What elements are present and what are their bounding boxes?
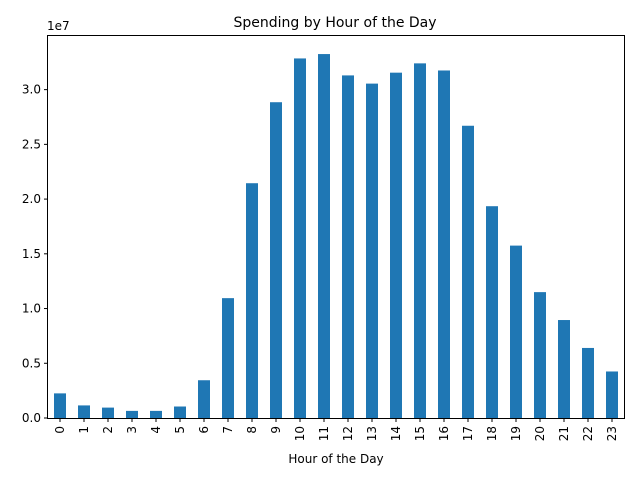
bar-hour-2 [102,407,114,418]
x-tick-label: 22 [581,426,595,441]
x-tick-label: 2 [101,426,115,434]
y-tick-label: 0.5 [22,356,41,370]
x-tick-label: 14 [389,426,403,441]
y-tick-label: 3.0 [22,83,41,97]
bar-hour-20 [534,292,546,418]
x-tick-label: 5 [173,426,187,434]
bar-hour-0 [54,393,66,418]
chart-title: Spending by Hour of the Day [233,15,436,31]
x-tick-label: 1 [77,426,91,434]
bar-hour-19 [510,245,522,418]
x-tick-label: 18 [485,426,499,441]
bar-hour-1 [78,405,90,418]
x-tick-label: 17 [461,426,475,441]
bar-hour-11 [318,54,330,418]
x-axis-label: Hour of the Day [288,452,383,466]
bar-hour-16 [438,70,450,418]
y-tick-label: 2.0 [22,192,41,206]
x-tick-label: 8 [245,426,259,434]
bar-hour-9 [270,102,282,418]
bar-hour-5 [174,406,186,418]
x-tick-label: 4 [149,426,163,434]
x-tick-label: 19 [509,426,523,441]
bar-hour-10 [294,58,306,419]
bar-hour-6 [198,380,210,418]
x-tick-label: 12 [341,426,355,441]
bar-hour-22 [582,347,594,418]
x-tick-label: 11 [317,426,331,441]
bar-hour-14 [390,72,402,418]
x-tick-label: 21 [557,426,571,441]
x-tick-label: 10 [293,426,307,441]
y-tick-label: 1.0 [22,302,41,316]
bar-hour-13 [366,83,378,418]
y-tick-label: 2.5 [22,137,41,151]
x-tick-label: 3 [125,426,139,434]
bar-hour-7 [222,298,234,418]
x-tick-label: 7 [221,426,235,434]
bar-hour-3 [126,410,138,418]
bars-group [54,54,618,419]
bar-hour-21 [558,320,570,418]
x-tick-label: 20 [533,426,547,441]
plot-frame [47,35,625,419]
bar-hour-23 [606,371,618,418]
y-offset-label: 1e7 [47,19,70,33]
bar-hour-18 [486,206,498,418]
bar-hour-12 [342,75,354,418]
y-tick-label: 0.0 [22,411,41,425]
bar-hour-8 [246,183,258,418]
bar-hour-15 [414,63,426,419]
bar-hour-4 [150,410,162,418]
x-tick-label: 9 [269,426,283,434]
x-tick-label: 13 [365,426,379,441]
x-tick-label: 16 [437,426,451,441]
x-tick-label: 6 [197,426,211,434]
x-axis-ticks: 0 1 2 3 4 5 6 7 8 9 10 11 12 13 14 15 16 17 18 19 20 21 22 23 [53,418,619,441]
x-tick-label: 0 [53,426,67,434]
bar-hour-17 [462,125,474,419]
y-tick-label: 1.5 [22,247,41,261]
y-axis-ticks: 0.0 0.5 1.0 1.5 2.0 2.5 3.0 [22,83,48,425]
x-tick-label: 23 [605,426,619,441]
x-tick-label: 15 [413,426,427,441]
